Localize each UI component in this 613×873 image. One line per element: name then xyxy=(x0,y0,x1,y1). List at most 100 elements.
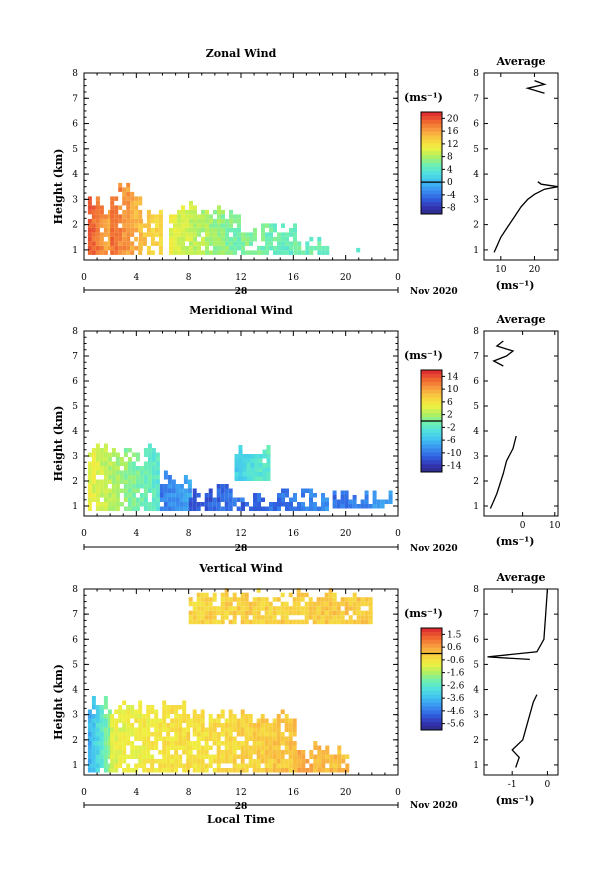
heatmap-cell xyxy=(281,241,285,246)
heatmap-cell xyxy=(186,736,191,741)
heatmap-cell xyxy=(261,223,265,228)
heatmap-cell xyxy=(99,506,104,511)
heatmap-cell xyxy=(179,488,184,493)
heatmap-cell xyxy=(87,759,92,764)
colorbar-segment xyxy=(421,667,442,672)
heatmap-cell xyxy=(248,714,253,719)
heatmap-cell xyxy=(95,763,100,768)
heatmap-cell xyxy=(213,250,217,255)
heatmap-cell xyxy=(166,732,171,737)
colorbar-unit: (ms⁻¹) xyxy=(404,607,443,620)
heatmap-cell xyxy=(95,218,100,224)
colorbar-segment xyxy=(421,373,442,379)
heatmap-cell xyxy=(111,488,116,493)
heatmap-cell xyxy=(249,506,253,511)
heatmap-cell xyxy=(332,615,337,620)
heatmap-cell xyxy=(225,227,229,233)
heatmap-cell xyxy=(257,250,261,255)
heatmap-cell xyxy=(150,232,155,237)
heatmap-cell xyxy=(216,741,221,746)
heatmap-cell xyxy=(110,218,115,224)
heatmap-cell xyxy=(228,759,233,764)
heatmap-cell xyxy=(188,759,193,764)
heatmap-cell xyxy=(138,705,143,710)
heatmap-cell xyxy=(376,499,381,504)
heatmap-cell xyxy=(103,741,108,746)
heatmap-cell xyxy=(170,705,175,710)
heatmap-cell xyxy=(209,218,213,224)
heatmap-cell xyxy=(332,592,337,598)
heatmap-cell xyxy=(95,250,100,255)
heatmap-cell xyxy=(134,200,139,206)
heatmap-cell xyxy=(123,461,128,466)
heatmap-cell xyxy=(147,466,152,471)
heatmap-cell xyxy=(126,709,131,714)
heatmap-cell xyxy=(305,506,309,511)
heatmap-cell xyxy=(173,223,177,228)
heatmap-cell xyxy=(272,768,277,773)
heatmap-cell xyxy=(200,610,205,616)
colorbar-segment xyxy=(421,452,442,457)
heatmap-cell xyxy=(280,601,285,607)
heatmap-cell xyxy=(87,502,92,507)
heatmap-cell xyxy=(256,610,261,616)
heatmap-cell xyxy=(217,250,221,255)
heatmap-cell xyxy=(110,727,115,732)
heatmap-cell xyxy=(155,470,160,475)
heatmap-cell xyxy=(225,250,229,255)
heatmap-cell xyxy=(166,705,171,710)
heatmap-cell xyxy=(336,504,341,509)
heatmap-cell xyxy=(232,497,237,502)
heatmap-cell xyxy=(91,461,96,466)
heatmap-cell xyxy=(254,458,259,463)
heatmap-cell xyxy=(178,718,183,723)
colorbar-tick-label: 1.5 xyxy=(447,630,462,640)
heatmap-cell xyxy=(193,214,197,219)
heatmap-cell xyxy=(285,493,289,498)
heatmap-cell xyxy=(229,245,233,251)
heatmap-cell xyxy=(264,723,269,728)
heatmap-cell xyxy=(197,223,201,228)
heatmap-cell xyxy=(232,750,237,755)
average-y-tick-label: 4 xyxy=(473,686,479,696)
heatmap-cell xyxy=(181,223,185,228)
heatmap-cell xyxy=(188,741,193,746)
heatmap-cell xyxy=(221,223,225,228)
heatmap-cell xyxy=(260,759,265,764)
colorbar-segment xyxy=(421,182,442,187)
heatmap-cell xyxy=(162,700,167,705)
heatmap-cell xyxy=(232,768,237,773)
heatmap-cell xyxy=(216,723,221,728)
heatmap-cell xyxy=(244,723,249,728)
heatmap-cell xyxy=(320,606,325,611)
heatmap-cell xyxy=(107,457,112,462)
heatmap-cell xyxy=(123,448,128,453)
colorbar-segment xyxy=(421,464,442,469)
heatmap-cell xyxy=(122,223,127,228)
heatmap-cell xyxy=(103,484,108,489)
heatmap-cell xyxy=(185,245,189,251)
heatmap-cell xyxy=(332,490,337,495)
y-tick-label: 7 xyxy=(72,94,78,104)
heatmap-cell xyxy=(272,597,277,602)
heatmap-cell xyxy=(364,490,369,495)
heatmap-cell xyxy=(204,741,209,746)
heatmap-cell xyxy=(178,705,183,710)
heatmap-cell xyxy=(186,727,191,732)
heatmap-cell xyxy=(95,461,100,466)
heatmap-cell xyxy=(192,601,197,607)
heatmap-cell xyxy=(232,718,237,723)
heatmap-cell xyxy=(325,245,330,251)
heatmap-cell xyxy=(99,245,104,251)
heatmap-cell xyxy=(150,705,155,710)
colorbar-segment xyxy=(421,460,442,465)
heatmap-cell xyxy=(146,754,151,759)
colorbar-segment xyxy=(421,718,442,723)
heatmap-cell xyxy=(151,475,156,480)
heatmap-cell xyxy=(95,200,100,206)
heatmap-cell xyxy=(200,709,205,714)
heatmap-cell xyxy=(95,448,100,453)
heatmap-cell xyxy=(110,241,115,246)
heatmap-cell xyxy=(300,610,305,616)
heatmap-cell xyxy=(174,705,179,710)
